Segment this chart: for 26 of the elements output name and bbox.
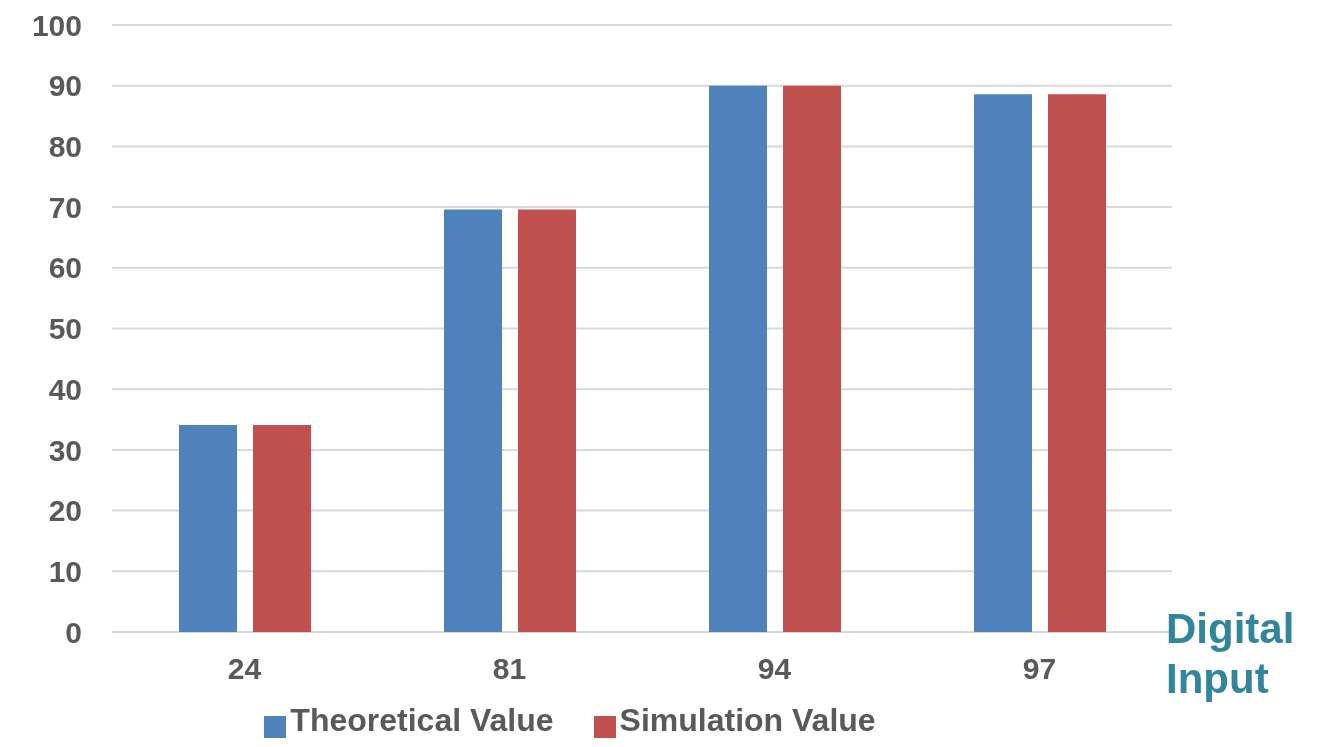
x-axis-title: Digital Input bbox=[1166, 604, 1296, 704]
bar bbox=[1048, 94, 1106, 632]
y-tick-label: 100 bbox=[31, 8, 82, 42]
x-tick-label: 94 bbox=[757, 652, 792, 686]
x-tick-label: 24 bbox=[227, 652, 262, 686]
x-tick-label: 81 bbox=[492, 652, 527, 686]
y-tick-label: 80 bbox=[48, 130, 82, 164]
x-tick-label: 97 bbox=[1022, 652, 1057, 686]
y-tick-label: 70 bbox=[48, 190, 82, 224]
y-tick-label: 0 bbox=[65, 615, 82, 649]
bar bbox=[709, 85, 767, 632]
bar bbox=[179, 425, 237, 632]
bar bbox=[783, 85, 841, 632]
y-tick-label: 20 bbox=[48, 494, 82, 528]
y-tick-label: 90 bbox=[48, 69, 82, 103]
bar bbox=[253, 425, 311, 632]
bar bbox=[518, 209, 576, 632]
y-tick-label: 30 bbox=[48, 433, 82, 467]
legend-label: Theoretical Value bbox=[290, 702, 554, 738]
y-tick-label: 60 bbox=[48, 251, 82, 285]
bar bbox=[974, 94, 1032, 632]
legend-label: Simulation Value bbox=[619, 702, 876, 738]
y-tick-label: 10 bbox=[48, 554, 82, 588]
bar bbox=[444, 209, 502, 632]
y-tick-label: 50 bbox=[48, 312, 82, 346]
y-tick-label: 40 bbox=[48, 372, 82, 406]
